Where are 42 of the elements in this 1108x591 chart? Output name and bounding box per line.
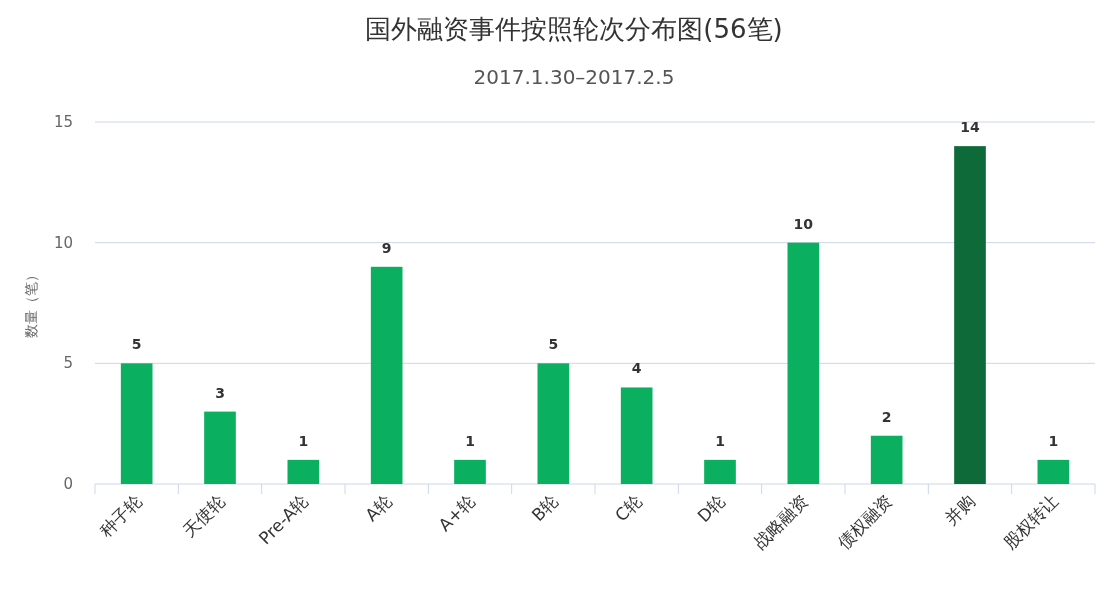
y-tick-label: 0 <box>63 475 73 493</box>
y-tick-label: 5 <box>63 354 73 373</box>
data-label: 2 <box>881 408 892 425</box>
data-label: 5 <box>548 336 559 353</box>
data-label: 9 <box>381 239 392 256</box>
bar <box>370 266 403 484</box>
x-tick-label: 战略融资 <box>749 490 813 553</box>
data-label: 5 <box>131 336 142 353</box>
bar <box>704 459 736 484</box>
bar <box>454 459 486 484</box>
bar <box>787 242 820 484</box>
x-tick-label: B轮 <box>527 490 563 526</box>
x-tick-label: 股权转让 <box>999 490 1063 553</box>
bar <box>870 435 903 484</box>
bar <box>120 363 153 484</box>
bar <box>954 146 986 484</box>
chart-title: 国外融资事件按照轮次分布图(56笔) <box>365 14 783 44</box>
data-label: 1 <box>298 432 309 449</box>
data-label: 3 <box>215 384 225 401</box>
bar <box>1037 459 1070 484</box>
x-tick-label: 天使轮 <box>178 490 229 541</box>
y-tick-label: 10 <box>53 233 73 252</box>
x-tick-label: C轮 <box>610 490 646 526</box>
bar <box>620 387 653 484</box>
data-label: 4 <box>631 360 642 377</box>
data-label: 10 <box>793 215 814 232</box>
data-label: 1 <box>465 432 475 449</box>
x-tick-label: 种子轮 <box>95 490 146 541</box>
bar <box>204 411 236 484</box>
data-label: 14 <box>960 119 980 136</box>
y-tick-label: 15 <box>53 113 73 131</box>
x-tick-label: A轮 <box>361 490 396 526</box>
bar <box>537 363 570 484</box>
data-label: 1 <box>715 432 725 449</box>
x-tick-label: 债权融资 <box>833 490 896 553</box>
x-tick-label: 并购 <box>940 490 979 529</box>
x-tick-label: D轮 <box>693 490 729 527</box>
y-axis-title: 数量（笔） <box>23 268 39 338</box>
bar <box>287 459 320 484</box>
x-tick-label: A+轮 <box>434 490 479 536</box>
chart-subtitle: 2017.1.30–2017.2.5 <box>473 65 675 89</box>
data-label: 1 <box>1048 432 1059 449</box>
